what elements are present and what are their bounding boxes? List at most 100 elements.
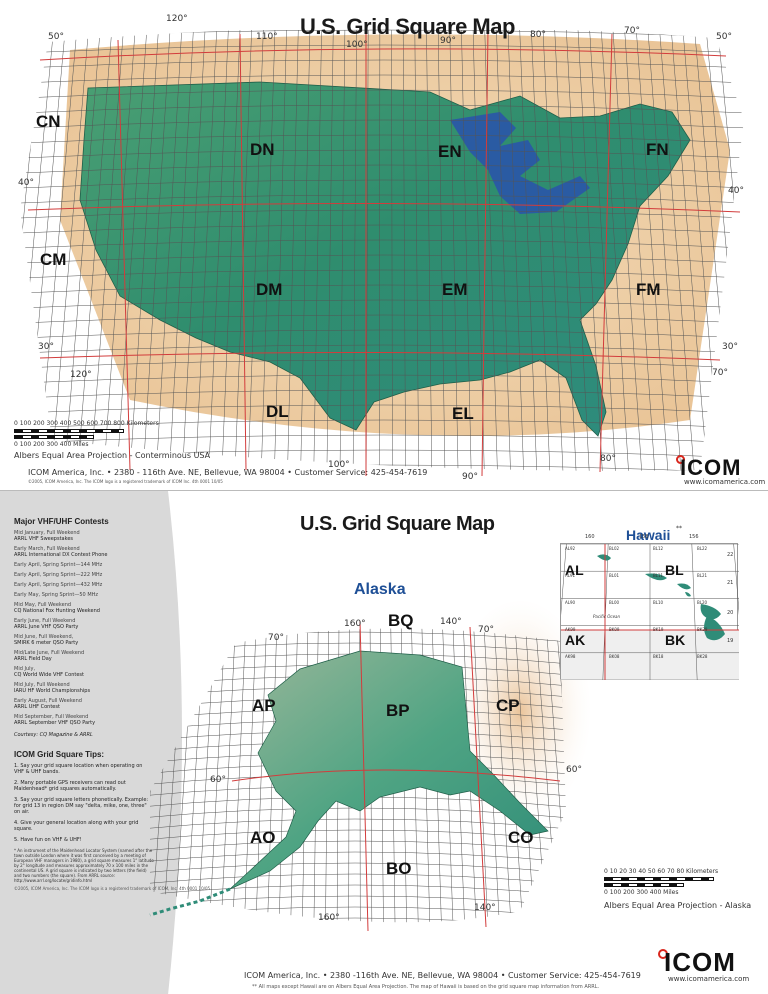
- grid-line: [247, 29, 264, 471]
- tips-heading: ICOM Grid Square Tips:: [14, 750, 105, 759]
- grid-line: [339, 29, 346, 471]
- alaska-hawaii-panel: Major VHF/UHF Contests Mid January, Full…: [0, 490, 768, 994]
- alaska-longitude-label: 140°: [474, 903, 496, 913]
- grid-square-label: AL92: [565, 546, 576, 551]
- contest-date: Mid January, Full Weekend: [14, 530, 80, 536]
- grid-line: [20, 434, 744, 444]
- alaska-longitude-label: 160°: [344, 619, 366, 629]
- grid-line: [20, 359, 744, 369]
- grid-field-label: FN: [646, 140, 669, 159]
- grid-line: [150, 628, 164, 923]
- tip-item: 3. Say your grid square letters phonetic…: [14, 797, 149, 815]
- contest-item: Early April, Spring Sprint—222 MHz: [14, 572, 154, 578]
- contest-name: ARRL UHF Contest: [14, 704, 60, 710]
- alaska-longitude-label: 140°: [440, 617, 462, 627]
- alaska-map: [149, 601, 590, 932]
- grid-line: [20, 164, 744, 174]
- grid-line: [577, 29, 604, 471]
- grid-line: [365, 29, 369, 471]
- alaska-projection-caption: Albers Equal Area Projection - Alaska: [604, 901, 752, 910]
- grid-line: [20, 59, 744, 69]
- contest-item: Mid/Late June, Full Weekend ARRL Field Da…: [14, 650, 154, 662]
- contest-item: Early April, Spring Sprint—432 MHz: [14, 582, 154, 588]
- contest-name: ARRL Field Day: [14, 656, 52, 662]
- grid-field-label: BP: [386, 701, 410, 720]
- us-field-boundaries: [27, 29, 741, 477]
- grid-square-label: BL20: [697, 600, 708, 605]
- grid-line: [300, 29, 311, 471]
- hawaii-islands: [597, 554, 725, 641]
- grid-square-label: BL02: [609, 546, 620, 551]
- grid-line: [519, 29, 538, 471]
- grid-line: [76, 29, 113, 471]
- contest-name: SMIRK 6 meter QSO Party: [14, 640, 79, 646]
- contact-footer: ICOM America, Inc. • 2380 - 116th Ave. N…: [28, 468, 428, 477]
- grid-line: [208, 628, 226, 923]
- scale-miles-label: 0 100 200 300 400 Miles: [14, 441, 89, 448]
- grid-line: [542, 29, 564, 471]
- grid-line: [20, 344, 744, 354]
- grid-line: [20, 134, 744, 144]
- contest-date: Mid June, Full Weekend,: [14, 634, 74, 640]
- grid-line: [612, 29, 643, 471]
- projection-caption: Albers Equal Area Projection - Contermin…: [14, 451, 211, 460]
- us-grid-lines: [20, 29, 744, 471]
- grid-line: [150, 862, 566, 874]
- grid-line: [116, 29, 147, 471]
- contest-item: Early March, Full Weekend ARRL Internatio…: [14, 546, 154, 558]
- grid-line: [437, 29, 446, 471]
- grid-line: [20, 29, 54, 471]
- grid-line: [273, 29, 287, 471]
- longitude-label: 100°: [328, 460, 350, 470]
- contest-date: Early June, Full Weekend: [14, 618, 76, 624]
- grid-line: [20, 329, 744, 339]
- grid-line: [20, 269, 744, 279]
- scale-bar-miles: [14, 435, 94, 439]
- grid-line: [181, 29, 206, 471]
- hawaii-map: [561, 544, 739, 680]
- grid-line: [352, 29, 357, 471]
- grid-line: [150, 917, 566, 923]
- courtesy-credit: Courtesy: CQ Magazine & ARRL: [14, 732, 93, 738]
- grid-field-label: CP: [496, 696, 520, 715]
- maidenhead-footnote: * An instrument of the Maidenhead Locato…: [14, 848, 154, 883]
- grid-line: [531, 29, 551, 471]
- grid-field-label: EL: [452, 404, 474, 423]
- icom-logo: ICOM: [680, 455, 742, 480]
- contest-date: Early April, Spring Sprint—222 MHz: [14, 572, 103, 578]
- grid-square-label: BK29: [697, 627, 708, 632]
- grid-line: [326, 29, 334, 471]
- grid-line: [63, 29, 101, 471]
- alaska-title: Alaska: [354, 581, 406, 598]
- grid-field-label: AO: [250, 828, 276, 847]
- icom-logo: ICOM: [664, 947, 736, 977]
- hawaii-title: Hawaii: [626, 527, 671, 543]
- icom-logo-dot-icon: [676, 455, 685, 464]
- grid-line: [449, 29, 459, 471]
- grid-field-label: BK: [665, 632, 686, 648]
- contest-date: Mid July,: [14, 666, 36, 672]
- longitude-label: 120°: [70, 370, 92, 380]
- grid-line: [220, 628, 236, 923]
- contest-name: ARRL September VHF QSO Party: [14, 720, 96, 726]
- latitude-label: 30°: [38, 342, 54, 352]
- grid-field-label: EN: [438, 142, 462, 161]
- latitude-label: 50°: [48, 32, 64, 42]
- alaska-scale-miles-label: 0 100 200 300 400 Miles: [604, 889, 679, 896]
- contest-item: Mid June, Full Weekend, SMIRK 6 meter QSO…: [14, 634, 154, 646]
- grid-line: [671, 29, 709, 471]
- contest-item: Mid September, Full Weekend ARRL Septembe…: [14, 714, 154, 726]
- bottom-map-title: U.S. Grid Square Map: [300, 513, 495, 535]
- hawaii-inset: 160 158 156 22 21 20 19 AL BL AK BK Paci…: [560, 534, 739, 680]
- grid-line: [150, 628, 154, 923]
- copyright-fine-print: ©2005, ICOM America, Inc. The ICOM logo …: [28, 479, 223, 484]
- grid-field-label: BL: [665, 562, 684, 578]
- grid-line: [554, 29, 577, 471]
- grid-line: [287, 29, 299, 471]
- longitude-label: 90°: [462, 472, 478, 482]
- sidebar-background: [0, 491, 182, 994]
- grid-line: [20, 419, 744, 429]
- latitude-label: 30°: [722, 342, 738, 352]
- pacific-ocean-label: Pacific Ocean: [593, 614, 621, 619]
- contest-item: Mid July, Full Weekend IARU HF World Cham…: [14, 682, 154, 694]
